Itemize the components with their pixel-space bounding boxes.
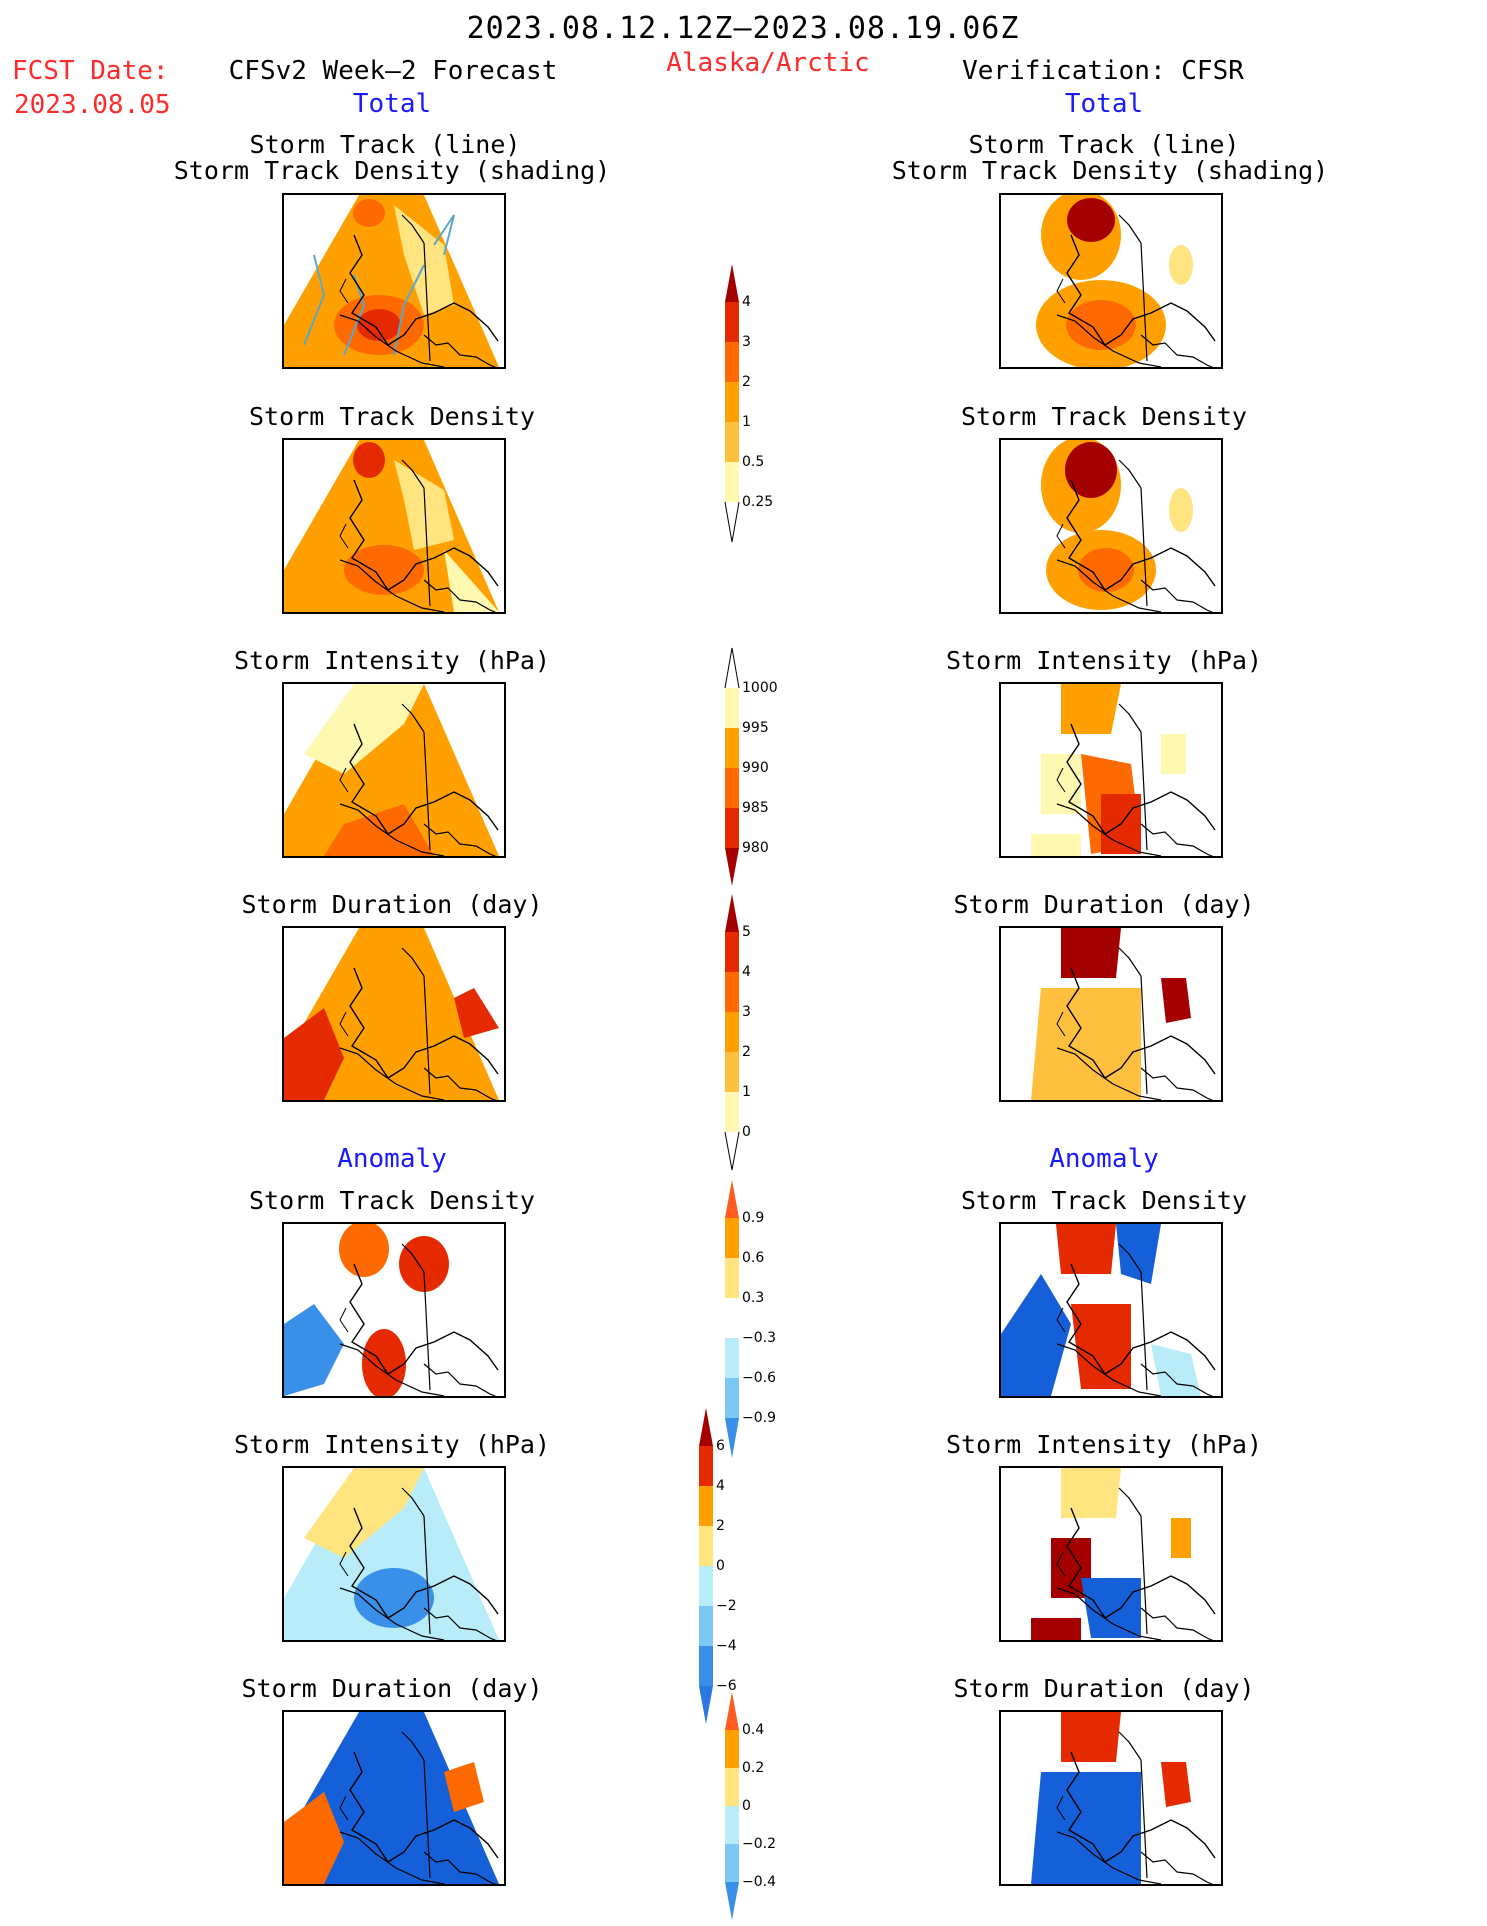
map-verification-duration-total <box>999 926 1223 1102</box>
colorbar-tick: 0.9 <box>742 1210 765 1226</box>
region-label: Alaska/Arctic <box>666 48 870 78</box>
colorbar-tick: 6 <box>716 1438 725 1454</box>
page-title: 2023.08.12.12Z–2023.08.19.06Z <box>466 11 1020 46</box>
colorbar-tick: 4 <box>742 294 751 310</box>
forecast-title: CFSv2 Week–2 Forecast <box>228 56 558 86</box>
map-verification-density-anomaly <box>999 1222 1223 1398</box>
right-duration-title: Storm Duration (day) <box>953 890 1255 919</box>
colorbar-tick: 0 <box>742 1798 751 1814</box>
verification-title: Verification: CFSR <box>962 56 1244 86</box>
map-forecast-density-anomaly <box>282 1222 506 1398</box>
right-anom-density-title: Storm Track Density <box>961 1186 1247 1215</box>
map-forecast-duration-anomaly <box>282 1710 506 1886</box>
colorbar-tick: 2 <box>742 374 751 390</box>
colorbar-tick: 5 <box>742 924 751 940</box>
colorbar-tick: −0.3 <box>742 1330 776 1346</box>
colorbar-tick: 4 <box>742 964 751 980</box>
colorbar-tick: −4 <box>716 1638 737 1654</box>
right-intensity-title: Storm Intensity (hPa) <box>945 646 1263 675</box>
colorbar-tick: 0 <box>716 1558 725 1574</box>
map-forecast-track-total <box>282 193 506 369</box>
left-track-shading-title: Storm Track Density (shading) <box>173 156 611 185</box>
colorbar-duration-total: 5 4 3 2 1 0 <box>722 892 751 1176</box>
colorbar-tick: 1 <box>742 1084 751 1100</box>
total-label-left: Total <box>352 89 432 119</box>
colorbar-tick: 2 <box>742 1044 751 1060</box>
colorbar-tick: 4 <box>716 1478 725 1494</box>
total-label-right: Total <box>1064 89 1144 119</box>
colorbar-tick: 0.3 <box>742 1290 765 1306</box>
left-anom-intensity-title: Storm Intensity (hPa) <box>233 1430 551 1459</box>
colorbar-tick: 995 <box>742 720 769 736</box>
map-verification-density-total <box>999 438 1223 614</box>
colorbar-tick: 990 <box>742 760 769 776</box>
colorbar-tick: 985 <box>742 800 769 816</box>
left-intensity-title: Storm Intensity (hPa) <box>233 646 551 675</box>
colorbar-density-anomaly: 0.9 0.6 0.3 −0.3 −0.6 −0.9 <box>722 1178 776 1464</box>
colorbar-tick: 0.5 <box>742 454 765 470</box>
right-track-line-title: Storm Track (line) <box>968 130 1240 159</box>
colorbar-tick: −0.2 <box>742 1836 776 1852</box>
colorbar-intensity-anomaly: 6 4 2 0 −2 −4 −6 <box>696 1406 737 1730</box>
right-track-density-title: Storm Track Density <box>961 402 1247 431</box>
colorbar-tick: −0.4 <box>742 1874 776 1890</box>
colorbar-tick: 3 <box>742 334 751 350</box>
colorbar-density-total: 4 3 2 1 0.5 0.25 <box>722 262 773 550</box>
anomaly-label-left: Anomaly <box>337 1144 447 1174</box>
left-track-density-title: Storm Track Density <box>249 402 535 431</box>
colorbar-tick: 2 <box>716 1518 725 1534</box>
colorbar-tick: 1 <box>742 414 751 430</box>
map-verification-intensity-anomaly <box>999 1466 1223 1642</box>
right-anom-intensity-title: Storm Intensity (hPa) <box>945 1430 1263 1459</box>
map-forecast-duration-total <box>282 926 506 1102</box>
left-anom-density-title: Storm Track Density <box>249 1186 535 1215</box>
colorbar-tick: −0.9 <box>742 1410 776 1426</box>
map-forecast-intensity-total <box>282 682 506 858</box>
colorbar-tick: 980 <box>742 840 769 856</box>
fcst-date-value: 2023.08.05 <box>14 90 171 120</box>
colorbar-tick: 0.6 <box>742 1250 765 1266</box>
left-duration-title: Storm Duration (day) <box>241 890 543 919</box>
colorbar-tick: 0.2 <box>742 1760 765 1776</box>
fcst-date-label: FCST Date: <box>12 56 169 86</box>
map-forecast-density-total <box>282 438 506 614</box>
colorbar-tick: 0.25 <box>742 494 774 510</box>
map-verification-duration-anomaly <box>999 1710 1223 1886</box>
colorbar-tick: −2 <box>716 1598 737 1614</box>
colorbar-intensity-total: 1000 995 990 985 980 <box>722 646 778 890</box>
colorbar-tick: −6 <box>716 1678 737 1694</box>
map-forecast-intensity-anomaly <box>282 1466 506 1642</box>
left-track-line-title: Storm Track (line) <box>249 130 521 159</box>
left-anom-duration-title: Storm Duration (day) <box>241 1674 543 1703</box>
right-anom-duration-title: Storm Duration (day) <box>953 1674 1255 1703</box>
colorbar-duration-anomaly: 0.4 0.2 0 −0.2 −0.4 <box>722 1690 776 1926</box>
map-verification-intensity-total <box>999 682 1223 858</box>
colorbar-tick: 3 <box>742 1004 751 1020</box>
colorbar-tick: 0 <box>742 1124 751 1140</box>
colorbar-tick: 1000 <box>742 680 778 696</box>
map-verification-track-total <box>999 193 1223 369</box>
colorbar-tick: 0.4 <box>742 1722 765 1738</box>
right-track-shading-title: Storm Track Density (shading) <box>891 156 1329 185</box>
anomaly-label-right: Anomaly <box>1049 1144 1159 1174</box>
colorbar-tick: −0.6 <box>742 1370 776 1386</box>
